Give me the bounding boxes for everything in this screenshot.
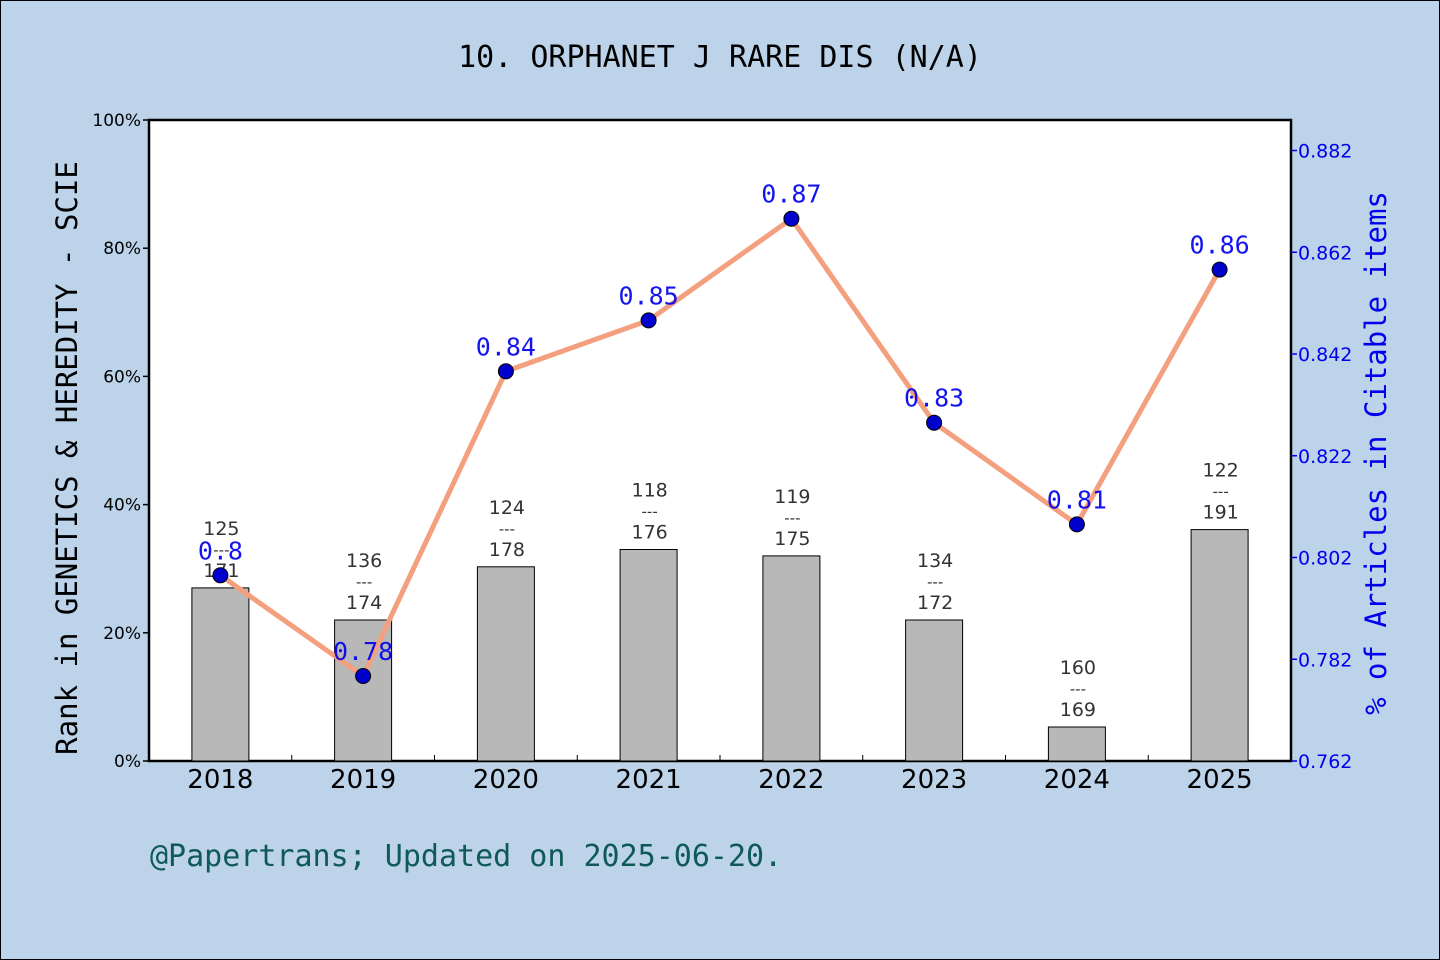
x-tick-label: 2020 <box>473 765 539 795</box>
x-tick-label: 2022 <box>758 765 824 795</box>
right-tick-label: 0.882 <box>1298 141 1352 163</box>
x-tick-label: 2021 <box>616 765 682 795</box>
rank-total: 174 <box>346 592 382 614</box>
left-tick-label: 100% <box>92 111 141 131</box>
rank-value: 118 <box>631 480 667 502</box>
x-tick-label: 2019 <box>330 765 396 795</box>
right-axis-title: % of Articles in Citable items <box>1359 191 1393 715</box>
x-tick-label: 2025 <box>1187 765 1253 795</box>
x-tick-label: 2024 <box>1044 765 1110 795</box>
left-tick-label: 40% <box>103 496 141 516</box>
rank-total: 176 <box>631 522 667 544</box>
rank-separator: --- <box>642 503 658 521</box>
plot-area <box>147 118 1293 763</box>
ratio-line-group: 0.8 0.78 0.84 0.85 0.87 0.83 0.81 0.86 <box>198 180 1250 684</box>
ratio-point-2021 <box>640 312 657 329</box>
rank-total: 175 <box>774 528 810 550</box>
ratio-label-2019: 0.78 <box>333 637 393 666</box>
rank-total: 172 <box>917 592 953 614</box>
right-tick-label: 0.862 <box>1298 242 1352 264</box>
ratio-point-2024 <box>1068 516 1085 533</box>
rank-total: 169 <box>1060 699 1096 721</box>
left-tick-label: 20% <box>103 624 141 644</box>
chart-title: 10. ORPHANET J RARE DIS (N/A) <box>458 40 982 75</box>
bar-2023 <box>905 619 964 762</box>
rank-value: 136 <box>346 550 382 572</box>
rank-labels-group: 125---171136---174124---178118---176119-… <box>203 460 1239 721</box>
rank-label-2022: 119---175 <box>774 486 810 550</box>
right-tick-label: 0.782 <box>1298 649 1352 671</box>
rank-value: 122 <box>1202 460 1238 482</box>
rank-separator: --- <box>784 509 800 527</box>
rank-value: 134 <box>917 550 953 572</box>
rank-value: 160 <box>1060 657 1096 679</box>
right-tick-label: 0.842 <box>1298 344 1352 366</box>
right-tick-label: 0.762 <box>1298 751 1352 773</box>
bar-2022 <box>762 555 821 762</box>
rank-value: 125 <box>203 518 239 540</box>
ratio-label-2024: 0.81 <box>1047 485 1107 514</box>
right-tick-label: 0.802 <box>1298 548 1352 570</box>
ratio-label-2020: 0.84 <box>476 332 536 361</box>
left-tick-label: 80% <box>103 239 141 259</box>
rank-label-2020: 124---178 <box>489 497 525 561</box>
rank-separator: --- <box>1070 680 1086 698</box>
bar-2018 <box>191 587 250 762</box>
ratio-line <box>217 216 1223 679</box>
rank-value: 119 <box>774 486 810 508</box>
ratio-point-2019 <box>355 668 372 684</box>
bar-2025 <box>1190 529 1249 762</box>
bar-2021 <box>619 549 678 762</box>
left-axis: 0% 20% 40% 60% 80% 100% <box>92 111 149 772</box>
ratio-point-2018 <box>212 567 229 584</box>
ratio-label-2023: 0.83 <box>904 384 964 413</box>
ratio-label-2018: 0.8 <box>198 536 243 565</box>
rank-label-2024: 160---169 <box>1060 657 1096 721</box>
left-tick-label: 60% <box>103 367 141 387</box>
rank-separator: --- <box>1213 483 1229 501</box>
rank-separator: --- <box>499 520 515 538</box>
left-axis-title: Rank in GENETICS & HEREDITY - SCIE <box>50 161 84 755</box>
right-axis: 0.762 0.782 0.802 0.822 0.842 0.862 0.882 <box>1291 141 1352 773</box>
rank-total: 178 <box>489 539 525 561</box>
rank-label-2021: 118---176 <box>631 480 667 544</box>
ratio-point-2025 <box>1211 261 1228 278</box>
rank-label-2023: 134---172 <box>917 550 953 614</box>
bars-group <box>191 529 1249 762</box>
x-tick-label: 2018 <box>187 765 253 795</box>
rank-separator: --- <box>356 573 372 591</box>
bar-2020 <box>476 566 535 762</box>
rank-label-2025: 122---191 <box>1202 460 1238 524</box>
x-tick-label: 2023 <box>901 765 967 795</box>
left-tick-label: 0% <box>114 752 141 772</box>
ratio-point-2022 <box>783 210 800 227</box>
ratio-label-2022: 0.87 <box>761 180 821 209</box>
x-axis: 2018 2019 2020 2021 2022 2023 2024 2025 <box>187 755 1253 795</box>
footer-credit: @Papertrans; Updated on 2025-06-20. <box>150 839 782 874</box>
rank-value: 124 <box>489 497 525 519</box>
bar-2024 <box>1047 726 1106 762</box>
rank-total: 191 <box>1202 502 1238 524</box>
ratio-label-2025: 0.86 <box>1189 231 1249 260</box>
right-tick-label: 0.822 <box>1298 446 1352 468</box>
rank-label-2019: 136---174 <box>346 550 382 614</box>
ratio-point-2020 <box>497 363 514 380</box>
rank-separator: --- <box>927 573 943 591</box>
ratio-label-2021: 0.85 <box>618 281 678 310</box>
rank-separator: --- <box>213 541 229 559</box>
ratio-point-2023 <box>926 414 943 431</box>
bar-2019 <box>334 619 393 762</box>
